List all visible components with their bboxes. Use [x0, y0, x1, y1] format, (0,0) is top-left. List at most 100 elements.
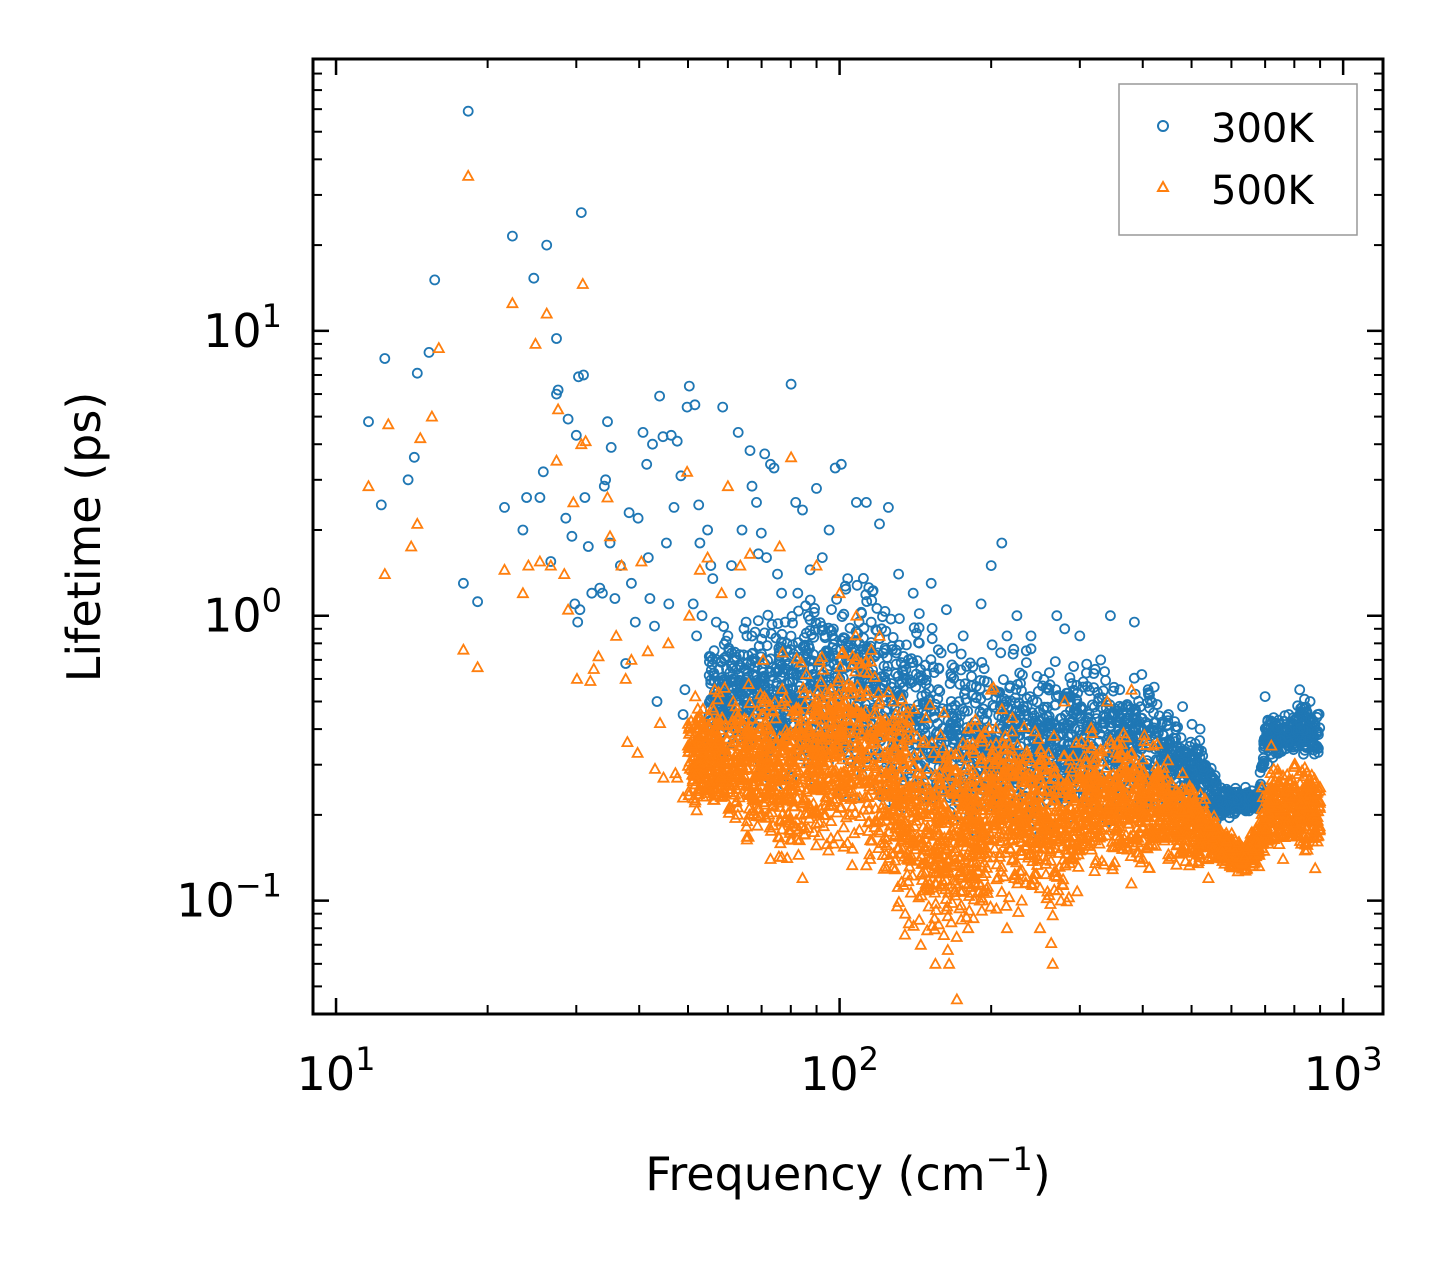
data-point-300k: [654, 390, 665, 402]
data-point-300k: [1052, 690, 1064, 701]
data-point-300k: [402, 474, 414, 486]
data-point-300k: [1148, 724, 1159, 736]
data-point-500k: [920, 923, 934, 936]
data-point-300k: [994, 723, 1006, 735]
data-point-500k: [1273, 826, 1288, 839]
data-point-300k: [934, 686, 946, 697]
data-point-500k: [941, 909, 955, 922]
data-point-500k: [950, 930, 964, 942]
data-point-300k: [1071, 705, 1083, 717]
data-point-300k: [1066, 678, 1078, 689]
data-point-300k: [761, 640, 773, 651]
data-point-300k: [722, 630, 734, 642]
data-point-300k: [957, 630, 969, 642]
data-point-500k: [880, 832, 894, 845]
data-point-500k: [1086, 750, 1100, 763]
data-point-500k: [962, 903, 976, 916]
data-point-300k: [598, 480, 610, 492]
data-point-300k: [774, 659, 786, 670]
data-point-300k: [932, 644, 944, 656]
data-point-300k: [1020, 645, 1032, 657]
data-point-300k: [738, 623, 750, 635]
data-point-300k: [1007, 648, 1019, 660]
data-point-300k: [1095, 654, 1107, 666]
data-point-300k: [560, 512, 572, 524]
data-point-300k: [1063, 744, 1075, 755]
data-point-500k: [892, 729, 906, 742]
data-point-500k: [809, 838, 823, 851]
data-point-300k: [1162, 715, 1174, 727]
data-point-300k: [1194, 723, 1206, 735]
data-point-300k: [941, 604, 952, 616]
data-point-300k: [823, 646, 834, 658]
data-point-500k: [1028, 724, 1042, 737]
data-point-500k: [775, 822, 789, 835]
data-point-300k: [746, 480, 758, 492]
data-point-500k: [1251, 824, 1265, 836]
data-point-300k: [1168, 756, 1180, 768]
data-point-300k: [1121, 699, 1133, 710]
data-point-300k: [1072, 687, 1083, 699]
data-point-300k: [429, 274, 441, 286]
data-point-500k: [790, 651, 804, 664]
data-point-500k: [791, 848, 806, 860]
data-point-300k: [726, 660, 737, 672]
data-point-300k: [1193, 746, 1204, 758]
data-point-300k: [793, 605, 804, 617]
data-point-500k: [706, 703, 721, 716]
data-point-300k: [605, 441, 617, 453]
data-point-300k: [1011, 610, 1023, 622]
data-point-300k: [720, 635, 732, 647]
data-point-300k: [826, 604, 837, 615]
data-point-300k: [957, 703, 968, 715]
data-point-300k: [768, 462, 780, 474]
data-point-500k: [1092, 836, 1106, 849]
data-point-300k: [1186, 765, 1198, 777]
data-point-300k: [933, 662, 944, 674]
data-point-300k: [537, 466, 549, 478]
data-point-300k: [1223, 812, 1235, 824]
data-point-300k: [828, 623, 839, 635]
data-point-300k: [1191, 744, 1202, 755]
data-point-300k: [911, 627, 922, 639]
data-point-300k: [1294, 684, 1306, 696]
data-point-500k: [963, 842, 977, 855]
data-point-500k: [940, 899, 954, 912]
data-point-300k: [1008, 643, 1020, 655]
data-point-300k: [960, 684, 971, 696]
data-point-300k: [517, 524, 529, 536]
data-point-300k: [819, 630, 831, 642]
data-point-300k: [842, 755, 854, 767]
data-point-300k: [941, 736, 952, 747]
data-point-500k: [904, 885, 918, 898]
data-point-500k: [793, 833, 807, 846]
data-point-300k: [729, 646, 741, 658]
data-point-500k: [954, 912, 968, 925]
data-point-300k: [703, 651, 715, 662]
data-point-300k: [600, 474, 611, 486]
data-point-300k: [1106, 709, 1118, 721]
data-point-300k: [959, 688, 970, 700]
data-point-300k: [950, 724, 962, 736]
data-point-300k: [1262, 715, 1274, 727]
data-point-300k: [1230, 806, 1242, 817]
data-point-500k: [1269, 783, 1283, 796]
data-point-300k: [641, 458, 653, 470]
data-point-300k: [1025, 630, 1037, 642]
data-point-300k: [1172, 721, 1183, 733]
data-point-500k: [1028, 866, 1042, 879]
data-point-500k: [912, 912, 926, 925]
data-point-500k: [939, 902, 954, 915]
data-point-300k: [736, 524, 748, 536]
data-point-300k: [1179, 757, 1191, 769]
data-point-500k: [1046, 908, 1060, 921]
data-point-300k: [879, 642, 891, 654]
data-point-300k: [1120, 700, 1132, 712]
data-point-300k: [755, 527, 767, 539]
data-point-300k: [726, 560, 737, 571]
data-point-300k: [910, 681, 922, 693]
data-point-300k: [1049, 656, 1061, 667]
data-point-300k: [1186, 718, 1198, 730]
data-point-300k: [1077, 681, 1089, 693]
